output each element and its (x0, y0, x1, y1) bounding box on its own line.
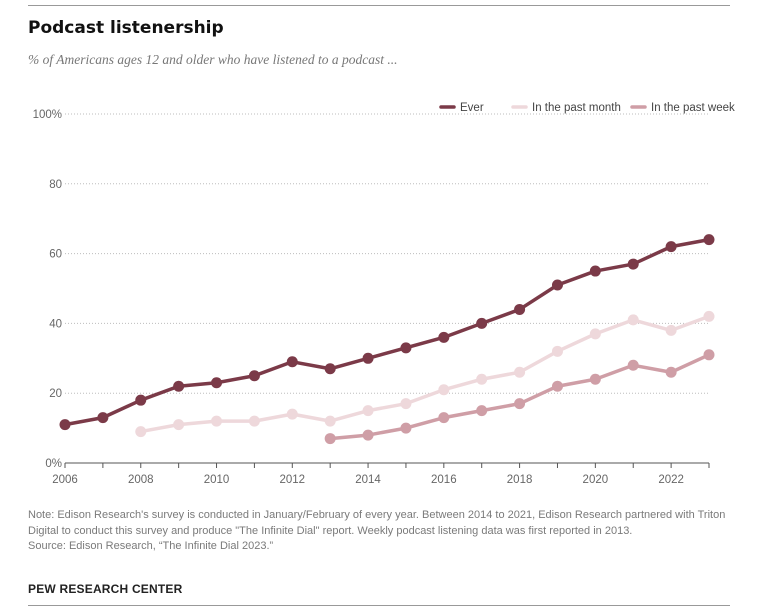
y-tick-label: 0% (45, 458, 62, 470)
data-point (438, 384, 450, 396)
data-point (665, 366, 677, 378)
y-tick-label: 60 (49, 249, 62, 261)
data-point (324, 363, 336, 375)
data-point (551, 345, 563, 357)
x-tick-label: 2022 (658, 474, 684, 486)
data-point (551, 279, 563, 291)
legend-label: In the past month (532, 102, 621, 114)
data-point (324, 415, 336, 427)
data-point (211, 377, 223, 389)
data-point (514, 303, 526, 315)
data-point (362, 429, 374, 441)
data-point (324, 433, 336, 445)
series-line-in-the-past-month (139, 314, 711, 434)
chart-subtitle: % of Americans ages 12 and older who hav… (28, 52, 398, 67)
source-text: Source: Edison Research, “The Infinite D… (28, 540, 274, 552)
data-point (703, 234, 715, 246)
x-tick-label: 2016 (431, 474, 457, 486)
data-point (286, 356, 298, 368)
data-point (665, 324, 677, 336)
legend-label: Ever (460, 102, 484, 114)
chart-title: Podcast listenership (28, 18, 224, 38)
data-point (400, 422, 412, 434)
note-text: Note: Edison Research's survey is conduc… (28, 509, 726, 537)
data-point (476, 373, 488, 385)
x-tick-label: 2012 (279, 474, 305, 486)
x-tick-label: 2008 (128, 474, 154, 486)
data-point (400, 398, 412, 410)
x-tick-label: 2010 (204, 474, 230, 486)
data-point (703, 310, 715, 322)
data-point (248, 415, 260, 427)
series-line-ever (63, 237, 711, 427)
data-point (703, 349, 715, 361)
data-point (248, 370, 260, 382)
legend-label: In the past week (651, 102, 735, 114)
data-point (59, 419, 71, 431)
data-point (476, 317, 488, 329)
bottom-rule (28, 605, 730, 606)
data-point (514, 398, 526, 410)
data-point (627, 258, 639, 270)
data-point (173, 380, 185, 392)
data-point (362, 405, 374, 417)
data-point (627, 359, 639, 371)
data-point (438, 412, 450, 424)
data-point (627, 314, 639, 326)
data-point (551, 380, 563, 392)
y-tick-label: 20 (49, 388, 62, 400)
top-rule (28, 5, 730, 6)
chart-note: Note: Edison Research's survey is conduc… (28, 508, 738, 555)
brand-label: PEW RESEARCH CENTER (28, 582, 183, 596)
y-tick-label: 40 (49, 318, 62, 330)
data-point (438, 331, 450, 343)
data-point (135, 426, 147, 438)
data-point (211, 415, 223, 427)
data-point (97, 412, 109, 424)
y-tick-label: 80 (49, 179, 62, 191)
data-point (173, 419, 185, 431)
data-point (589, 373, 601, 385)
data-point (286, 408, 298, 420)
line-chart: 0% 20 40 60 80 100% 2006 2008 2010 2012 2014 2016 20… (33, 102, 735, 486)
x-tick-label: 2006 (52, 474, 78, 486)
data-point (665, 241, 677, 253)
data-point (589, 265, 601, 277)
data-point (135, 394, 147, 406)
x-tick-label: 2014 (355, 474, 381, 486)
x-tick-label: 2020 (583, 474, 609, 486)
x-tick-label: 2018 (507, 474, 533, 486)
data-point (514, 366, 526, 378)
data-point (362, 352, 374, 364)
data-point (400, 342, 412, 354)
data-point (589, 328, 601, 340)
data-point (476, 405, 488, 417)
y-tick-label: 100% (33, 109, 62, 121)
